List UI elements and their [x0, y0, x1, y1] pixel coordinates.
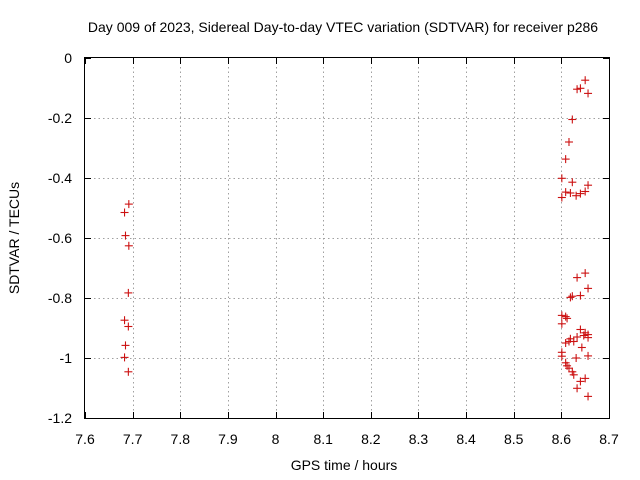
y-tick-label: -1	[60, 350, 73, 366]
data-point	[572, 354, 581, 362]
data-point	[120, 353, 129, 362]
x-tick-label: 8.6	[552, 431, 572, 447]
data-point	[568, 115, 577, 124]
data-point	[557, 174, 566, 183]
data-point	[579, 331, 588, 340]
y-axis-title: SDTVAR / TECUs	[6, 182, 22, 294]
data-point	[584, 181, 593, 190]
plot-frame	[84, 57, 610, 419]
data-point	[564, 138, 573, 146]
data-point	[584, 333, 593, 342]
x-tick-label: 8.1	[313, 431, 333, 447]
data-point	[573, 273, 582, 282]
data-point	[576, 325, 585, 334]
x-tick-label: 8.3	[409, 431, 429, 447]
data-point	[561, 155, 570, 164]
x-tick-label: 7.9	[218, 431, 238, 447]
data-point	[573, 384, 582, 393]
y-tick-label: -0.8	[48, 290, 72, 306]
data-points	[120, 76, 593, 401]
x-tick-label: 8.5	[504, 431, 524, 447]
data-point	[584, 284, 593, 293]
data-point	[561, 339, 570, 347]
data-point	[120, 316, 129, 325]
data-point	[577, 343, 586, 352]
data-point	[573, 333, 582, 341]
data-point	[561, 312, 570, 321]
y-tick-label: -1.2	[48, 410, 72, 426]
data-point	[572, 191, 581, 200]
data-point	[576, 84, 585, 93]
data-point	[584, 89, 593, 98]
data-point	[124, 367, 133, 376]
data-point	[581, 374, 590, 383]
data-point	[564, 337, 573, 346]
data-point	[584, 392, 593, 401]
x-axis-title: GPS time / hours	[291, 457, 398, 473]
data-point	[124, 200, 133, 209]
data-point	[581, 187, 590, 196]
data-point	[557, 319, 566, 328]
data-point	[566, 293, 575, 302]
data-point	[124, 322, 133, 331]
data-point	[576, 291, 585, 300]
x-tick-label: 8.4	[456, 431, 476, 447]
data-point	[124, 241, 133, 250]
data-point	[568, 178, 577, 187]
data-point	[557, 311, 566, 320]
data-point	[557, 193, 566, 202]
x-tick-label: 7.8	[171, 431, 191, 447]
data-point	[576, 189, 585, 198]
data-point	[576, 377, 585, 386]
data-point	[120, 208, 129, 217]
data-point	[557, 352, 566, 361]
data-point	[124, 288, 133, 297]
y-tick-label: -0.6	[48, 230, 72, 246]
data-point	[573, 85, 582, 94]
data-point	[581, 76, 590, 85]
x-tick-label: 8	[272, 431, 280, 447]
data-point	[566, 189, 575, 197]
y-tick-label: -0.4	[48, 170, 72, 186]
y-tick-label: 0	[64, 50, 72, 66]
grid	[85, 58, 609, 418]
data-point	[121, 341, 130, 350]
x-tick-labels: 7.6 7.7 7.8 7.9 8 8.1 8.2 8.3 8.4 8.5 8.6 8.7	[75, 431, 619, 447]
data-point	[561, 188, 570, 197]
data-point	[581, 269, 590, 278]
chart-title: Day 009 of 2023, Sidereal Day-to-day VTE…	[88, 19, 598, 35]
x-tick-label: 7.7	[123, 431, 143, 447]
data-point	[569, 370, 578, 379]
x-tick-label: 8.2	[361, 431, 381, 447]
y-tick-label: -0.2	[48, 110, 72, 126]
data-point	[564, 364, 573, 373]
data-point	[568, 292, 577, 301]
y-tick-labels: 0 -0.2 -0.4 -0.6 -0.8 -1 -1.2	[48, 50, 72, 426]
data-point	[584, 351, 593, 360]
x-tick-label: 8.7	[599, 431, 619, 447]
x-tick-label: 7.6	[75, 431, 95, 447]
data-point	[121, 231, 130, 240]
data-point	[563, 314, 572, 323]
